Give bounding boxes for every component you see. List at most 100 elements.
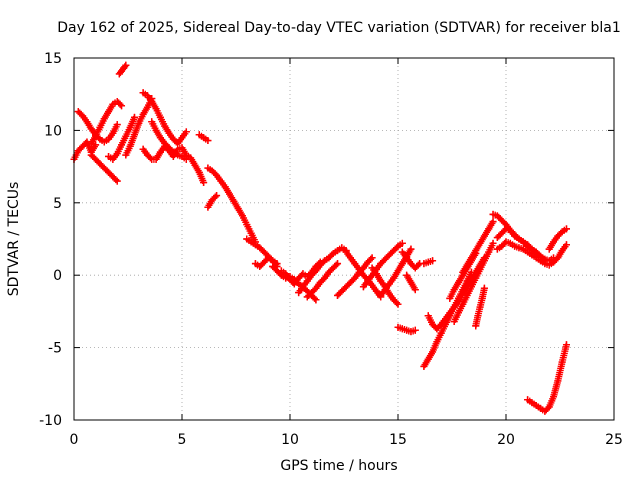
y-tick-label: 10 [44,123,62,139]
data-point [105,168,113,176]
data-point [156,134,164,142]
data-point [454,297,462,305]
data-point [368,254,376,262]
data-point [109,100,117,108]
chart-title: Day 162 of 2025, Sidereal Day-to-day VTE… [57,20,620,36]
axis-ticks: 0 5 10 15 20 25 -10 -5 0 5 10 15 [39,51,623,448]
data-point [338,244,346,252]
data-point [143,92,151,100]
grid-lines [74,58,614,420]
data-point [230,197,238,205]
data-point [96,160,104,168]
data-point [545,403,553,411]
data-point [506,239,514,247]
data-point [351,274,359,282]
data-point [437,329,445,337]
data-point [459,290,467,298]
data-point [554,254,562,262]
data-point [178,144,186,152]
data-point [433,325,441,333]
data-point [152,105,160,113]
data-point [489,218,497,226]
data-point [174,151,182,159]
data-point [187,154,195,162]
data-point [474,312,482,320]
data-point [92,141,100,149]
data-point [524,396,532,404]
data-point [87,151,95,159]
data-point [498,229,506,237]
data-points [70,61,570,415]
data-point [221,183,229,191]
data-point [364,258,372,266]
data-point [394,267,402,275]
data-point [178,152,186,160]
data-point [329,264,337,272]
series-track-24 [377,245,415,299]
data-point [403,326,411,334]
data-point [346,278,354,286]
data-point [113,150,121,158]
series-track-05 [105,113,138,163]
data-point [161,139,169,147]
data-point [480,257,488,265]
y-tick-label: 0 [53,268,62,284]
series-track-27 [394,323,419,336]
data-point [247,238,255,246]
data-point [130,131,138,139]
data-point [385,280,393,288]
y-tick-label: 5 [53,196,62,212]
data-point [100,138,108,146]
data-point [550,238,558,246]
data-point [213,192,221,200]
data-point [156,113,164,121]
data-point [208,196,216,204]
data-point [485,248,493,256]
series-track-10 [148,118,190,163]
data-point [467,283,475,291]
data-point [113,97,121,105]
plus-markers [377,245,415,299]
data-point [398,239,406,247]
data-point [342,248,350,256]
data-point [195,131,203,139]
data-point [273,260,281,268]
data-point [446,309,454,317]
data-point [381,286,389,294]
data-point [493,212,501,220]
data-point [368,264,376,272]
data-point [87,139,95,147]
data-point [532,254,540,262]
data-point [299,283,307,291]
data-point [519,245,527,253]
data-point [191,161,199,169]
series-track-11 [195,131,212,145]
plus-markers [524,341,570,415]
data-point [113,177,121,185]
data-point [398,248,406,256]
plus-markers [74,108,121,146]
data-point [562,225,570,233]
data-point [545,245,553,253]
data-point [459,300,467,308]
data-point [148,118,156,126]
data-point [338,287,346,295]
data-point [541,260,549,268]
data-point [251,260,259,268]
data-point [308,289,316,297]
series-track-03 [87,97,126,147]
data-point [524,241,532,249]
data-point [79,112,87,120]
data-point [312,296,320,304]
x-tick-label: 0 [70,432,79,448]
data-point [122,151,130,159]
series-track-09 [139,142,208,187]
data-point [200,179,208,187]
data-point [74,147,82,155]
data-point [450,286,458,294]
data-point [511,242,519,250]
series-track-04 [87,151,121,185]
data-point [256,244,264,252]
data-point [372,287,380,295]
data-point [204,203,212,211]
